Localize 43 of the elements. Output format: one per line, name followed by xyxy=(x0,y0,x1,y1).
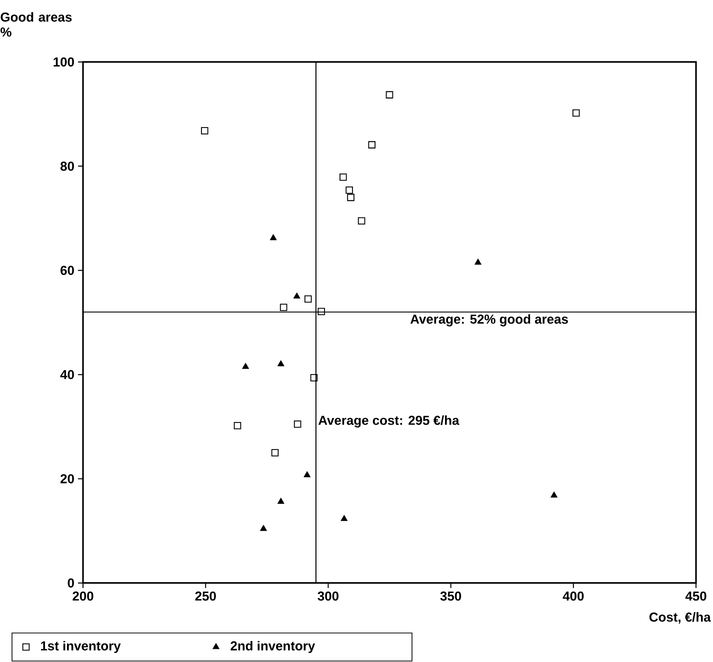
point xyxy=(368,141,376,148)
ref-line-label: Average: 52% good areas xyxy=(410,314,568,326)
point xyxy=(280,304,288,312)
point xyxy=(260,524,267,531)
point xyxy=(386,91,394,98)
x-tick-label: 200 xyxy=(72,592,94,601)
y-tick-label: 80 xyxy=(60,162,74,171)
point xyxy=(550,491,558,498)
point xyxy=(340,514,348,521)
y-tick-label: 20 xyxy=(60,474,74,484)
y-tick-label: 40 xyxy=(60,370,74,380)
legend-label: 2nd inventory xyxy=(230,640,316,654)
point xyxy=(294,420,302,428)
point xyxy=(277,498,284,504)
x-tick-label: 400 xyxy=(562,592,584,601)
point xyxy=(572,109,580,117)
point xyxy=(304,295,312,303)
point xyxy=(474,258,482,265)
x-tick-label: 250 xyxy=(195,592,216,601)
x-tick-label: 450 xyxy=(685,592,706,601)
point xyxy=(242,362,250,369)
point xyxy=(293,292,300,299)
point xyxy=(358,217,366,225)
point xyxy=(340,173,347,181)
point xyxy=(346,186,353,194)
point xyxy=(234,422,242,430)
x-tick-label: 350 xyxy=(440,592,462,601)
point xyxy=(270,234,277,240)
y-tick-label: 60 xyxy=(60,266,74,275)
point xyxy=(304,471,311,478)
y-tick-label: 100 xyxy=(54,57,74,67)
point xyxy=(271,449,279,456)
point xyxy=(347,194,354,202)
x-tick-label: 300 xyxy=(318,592,338,601)
ref-line-label: Average cost: 295 €/ha xyxy=(318,415,460,428)
y-tick-label: 0 xyxy=(68,578,74,588)
x-axis-title: Cost, €/ha xyxy=(649,612,711,624)
legend-label: 1st inventory xyxy=(41,640,121,654)
point xyxy=(310,374,318,382)
y-axis-title: Good areas % xyxy=(0,12,72,37)
point xyxy=(200,127,208,134)
point xyxy=(318,308,325,316)
point xyxy=(277,360,284,366)
